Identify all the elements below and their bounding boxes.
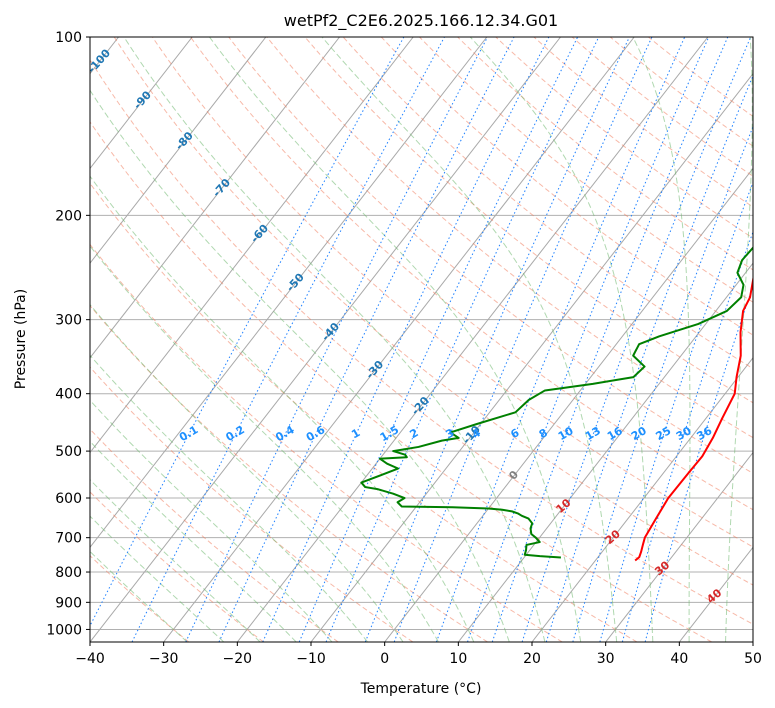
mixing-ratio-line	[393, 37, 653, 642]
dry-adiabat-line	[90, 58, 753, 625]
moist-adiabat-line	[321, 37, 618, 642]
x-tick-label: −30	[149, 651, 179, 667]
moist-adiabat-line	[90, 245, 439, 642]
mixing-ratio-line	[644, 284, 753, 642]
isotherm-line	[90, 37, 267, 264]
mixing-ratio-line	[325, 37, 600, 642]
y-tick-label: 300	[55, 313, 82, 329]
moist-adiabat-line	[123, 37, 546, 642]
isotherm-line	[605, 451, 753, 642]
mixing-ratio-line	[262, 37, 550, 642]
chart-title: wetPf2_C2E6.2025.166.12.34.G01	[284, 11, 558, 31]
x-axis-label: Temperature (°C)	[360, 681, 482, 697]
dry-adiabat-line	[90, 304, 488, 642]
moist-adiabat-line	[90, 89, 510, 642]
x-tick-label: 20	[523, 651, 541, 667]
y-tick-label: 1000	[46, 622, 82, 638]
isotherm-line	[90, 37, 488, 549]
moist-adiabat-line	[90, 354, 368, 642]
x-axis-ticks: −40 −30 −20 −10 0 10 20 30 40 50	[75, 642, 762, 667]
isotherm-line	[90, 37, 561, 642]
dry-adiabat-line	[342, 37, 753, 370]
dry-adiabat-line	[90, 428, 339, 642]
dry-adiabat-line	[457, 37, 753, 271]
dry-adiabat-line	[113, 37, 753, 586]
mixing-ratio-line	[572, 125, 753, 642]
isotherms	[90, 37, 753, 642]
x-tick-label: −40	[75, 651, 105, 667]
isotherm-line	[384, 167, 753, 642]
moist-adiabat-line	[209, 37, 582, 642]
x-tick-label: 0	[380, 651, 389, 667]
y-tick-label: 900	[55, 595, 82, 611]
x-tick-label: 40	[670, 651, 688, 667]
mixing-ratio-line	[599, 181, 753, 642]
x-tick-label: 30	[597, 651, 615, 667]
y-tick-label: 800	[55, 565, 82, 581]
dry-adiabat-line	[90, 121, 712, 642]
dry-adiabat-line	[495, 37, 753, 239]
moist-adiabat-line	[469, 37, 654, 642]
mixing-ratio-line	[131, 37, 445, 642]
isotherm-line	[752, 641, 753, 642]
mixing-ratio-line	[521, 37, 752, 642]
dry-adiabat-line	[190, 37, 753, 511]
isotherm-line	[457, 262, 753, 642]
isotherm-line	[531, 357, 753, 642]
isotherm-line	[90, 37, 414, 454]
y-tick-label: 400	[55, 387, 82, 403]
mixing-ratio-lines	[90, 37, 753, 642]
mixing-ratio-line	[435, 37, 686, 642]
x-tick-label: −20	[223, 651, 253, 667]
moist-adiabats	[90, 37, 775, 642]
isotherm-line	[90, 37, 193, 170]
mixing-ratio-line	[364, 37, 630, 642]
mixing-ratio-line	[621, 230, 753, 642]
dry-adiabat-line	[533, 37, 753, 208]
y-axis-ticks: 100 200 300 400 500 600 700 800 900 1000	[46, 30, 90, 638]
mixing-ratio-line	[467, 37, 710, 642]
y-tick-label: 500	[55, 444, 82, 460]
x-tick-label: 50	[744, 651, 762, 667]
dewpoint-profile-line	[360, 246, 753, 559]
moist-adiabat-line	[90, 399, 333, 642]
x-tick-label: −10	[296, 651, 326, 667]
y-tick-label: 700	[55, 531, 82, 547]
y-tick-label: 600	[55, 491, 82, 507]
mixing-ratio-line	[90, 37, 405, 627]
plot-background	[90, 37, 753, 642]
moist-adiabat-line	[762, 37, 775, 642]
y-tick-label: 100	[55, 30, 82, 46]
x-tick-label: 10	[449, 651, 467, 667]
dry-adiabat-line	[151, 37, 753, 548]
y-axis-label: Pressure (hPa)	[13, 289, 29, 389]
y-tick-label: 200	[55, 208, 82, 224]
dry-adiabat-line	[571, 37, 753, 177]
profile-lines	[360, 246, 753, 562]
isotherm-line	[90, 37, 340, 359]
moist-adiabat-line	[90, 175, 475, 642]
isotherm-line	[163, 37, 635, 642]
temperature-profile-line	[634, 274, 753, 562]
isotherm-line	[236, 37, 709, 642]
dry-adiabat-line	[266, 37, 753, 439]
moist-adiabat-line	[632, 37, 691, 642]
moist-adiabat-line	[725, 37, 753, 642]
dry-adiabat-line	[228, 37, 753, 474]
plot-frame	[89, 36, 754, 643]
dry-adiabat-line	[380, 37, 753, 336]
moist-adiabat-line	[90, 440, 297, 642]
